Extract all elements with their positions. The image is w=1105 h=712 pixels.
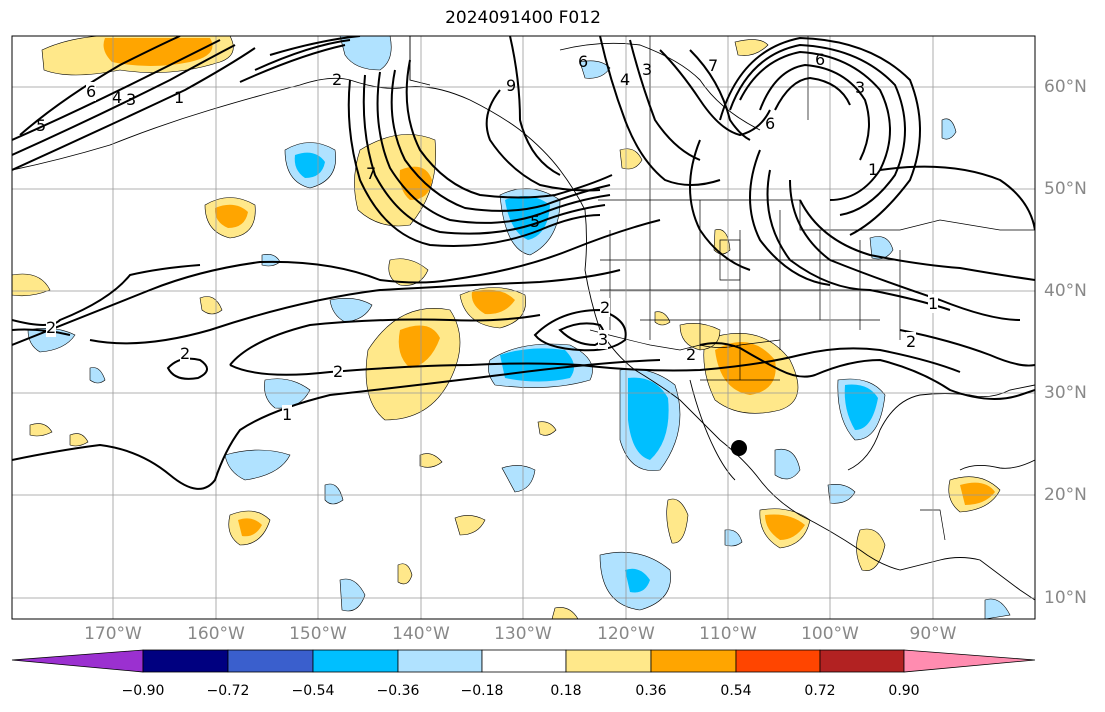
contour-label: 2 [180, 344, 191, 363]
coastlines [12, 36, 1035, 601]
contour-label: 1 [868, 160, 879, 179]
colorbar-tick-label: −0.90 [121, 683, 165, 699]
contour-label: 1 [928, 294, 939, 313]
negative-anomaly-shading [27, 36, 1011, 619]
contour-label: 6 [86, 82, 97, 101]
contour-label: 2 [600, 298, 611, 317]
contour-label: 3 [598, 330, 609, 349]
colorbar-bin [565, 649, 652, 673]
colorbar-tick-label: −0.18 [460, 683, 504, 699]
lon-label: 150°W [289, 624, 347, 644]
colorbar-tick-label: −0.72 [206, 683, 250, 699]
location-marker [731, 440, 747, 456]
contour-label: 2 [333, 362, 344, 381]
lat-label: 40°N [1044, 281, 1087, 301]
colorbar-bin [227, 649, 314, 673]
colorbar [11, 649, 1036, 673]
colorbar-tick-label: 0.72 [804, 683, 836, 699]
colorbar-tick-label: −0.36 [376, 683, 420, 699]
lat-label: 10°N [1044, 588, 1087, 608]
lon-label: 120°W [597, 624, 655, 644]
map-frame [11, 35, 1036, 620]
colorbar-tick-label: 0.54 [720, 683, 752, 699]
contour-label: 4 [112, 88, 123, 107]
lat-label: 30°N [1044, 383, 1087, 403]
colorbar-lower-extension [11, 649, 144, 673]
colorbar-bin [650, 649, 737, 673]
lon-label: 110°W [699, 624, 757, 644]
contour-label: 3 [642, 60, 653, 79]
contour-label: 6 [815, 50, 826, 69]
contour-label: 5 [36, 116, 47, 135]
contour-label: 5 [530, 212, 541, 231]
map-title: 2024091400 F012 [445, 8, 601, 28]
contour-label: 9 [506, 76, 517, 95]
colorbar-tick-label: 0.18 [550, 683, 582, 699]
contour-label: 6 [765, 114, 776, 133]
map-background [12, 36, 1035, 619]
political-borders [589, 36, 1035, 541]
contour-label: 2 [906, 332, 917, 351]
contour-label: 1 [282, 405, 293, 424]
lon-label: 140°W [392, 624, 450, 644]
contour-label: 6 [578, 52, 589, 71]
colorbar-bin [735, 649, 821, 673]
contour-lines [12, 36, 1035, 490]
contour-label: 3 [126, 90, 137, 109]
contour-label: 2 [46, 318, 57, 337]
lat-label: 60°N [1044, 77, 1087, 97]
contour-label: 7 [366, 164, 377, 183]
contour-label: 4 [620, 70, 631, 89]
colorbar-tick-label: 0.90 [888, 683, 920, 699]
contour-label: 2 [332, 70, 343, 89]
colorbar-tick-label: −0.54 [291, 683, 335, 699]
contour-label: 2 [686, 345, 697, 364]
lat-label: 50°N [1044, 179, 1087, 199]
lon-label: 100°W [801, 624, 859, 644]
contour-label: 3 [855, 78, 866, 97]
colorbar-tick-label: 0.36 [635, 683, 667, 699]
colorbar-bin [312, 649, 399, 673]
colorbar-bin [819, 649, 905, 673]
contour-label: 7 [708, 56, 719, 75]
lon-label: 130°W [494, 624, 552, 644]
lon-label: 160°W [187, 624, 245, 644]
lon-label: 90°W [909, 624, 957, 644]
contour-label: 1 [174, 88, 185, 107]
lon-label: 170°W [84, 624, 142, 644]
lat-label: 20°N [1044, 485, 1087, 505]
graticule [12, 36, 1035, 619]
colorbar-bin [142, 649, 229, 673]
colorbar-upper-extension [903, 649, 1036, 673]
colorbar-bin [397, 649, 483, 673]
colorbar-bin [481, 649, 567, 673]
